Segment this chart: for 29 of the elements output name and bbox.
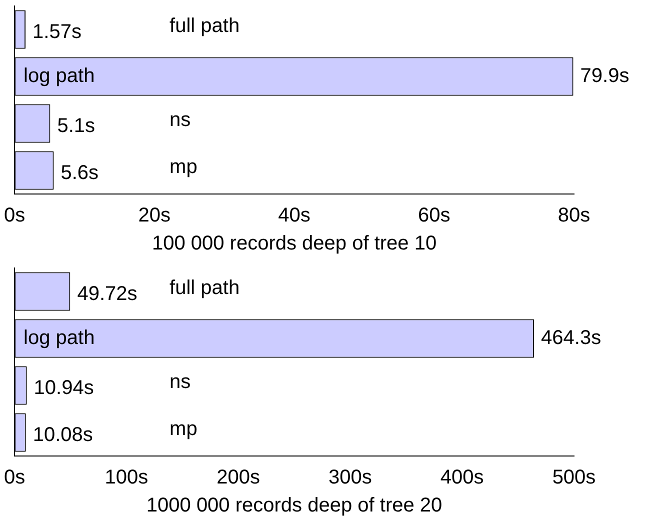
x-tick-label: 60s: [418, 204, 450, 227]
x-tick-label: 500s: [552, 466, 596, 489]
data-label: 10.08s: [32, 424, 93, 446]
x-tick-label: 40s: [278, 204, 310, 227]
x-tick-label: 400s: [440, 466, 484, 489]
category-label: ns: [170, 109, 191, 132]
x-tick-label: 20s: [138, 204, 171, 227]
category-label: mp: [170, 418, 198, 440]
x-tick-label: 0s: [4, 466, 26, 489]
x-tick-label: 100s: [104, 466, 148, 489]
x-tick-label: 80s: [558, 204, 590, 227]
data-label: 49.72s: [77, 283, 138, 306]
category-label: mp: [170, 156, 198, 178]
data-label: 5.6s: [60, 162, 99, 184]
x-axis-title: 1000 000 records deep of tree 20: [146, 494, 442, 517]
category-label: full path: [170, 277, 240, 300]
data-label: 10.94s: [34, 377, 94, 400]
data-label: 5.1s: [57, 115, 96, 138]
category-label: ns: [170, 371, 191, 394]
category-label: full path: [170, 15, 240, 38]
data-label: 1.57s: [32, 21, 82, 44]
category-label: log path: [24, 327, 95, 350]
x-tick-label: 0s: [4, 204, 26, 227]
data-label: 79.9s: [580, 65, 630, 88]
x-tick-label: 300s: [328, 466, 372, 489]
category-label: log path: [24, 65, 95, 88]
data-label: 464.3s: [541, 327, 602, 350]
x-axis-title: 100 000 records deep of tree 10: [152, 232, 437, 255]
x-tick-label: 200s: [216, 466, 260, 489]
